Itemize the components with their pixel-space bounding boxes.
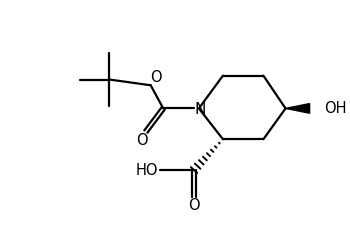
Text: O: O bbox=[188, 198, 200, 213]
Polygon shape bbox=[286, 104, 310, 113]
Text: O: O bbox=[136, 133, 148, 148]
Text: OH: OH bbox=[324, 101, 346, 116]
Text: O: O bbox=[150, 70, 161, 85]
Text: HO: HO bbox=[135, 163, 158, 178]
Text: N: N bbox=[194, 102, 205, 117]
